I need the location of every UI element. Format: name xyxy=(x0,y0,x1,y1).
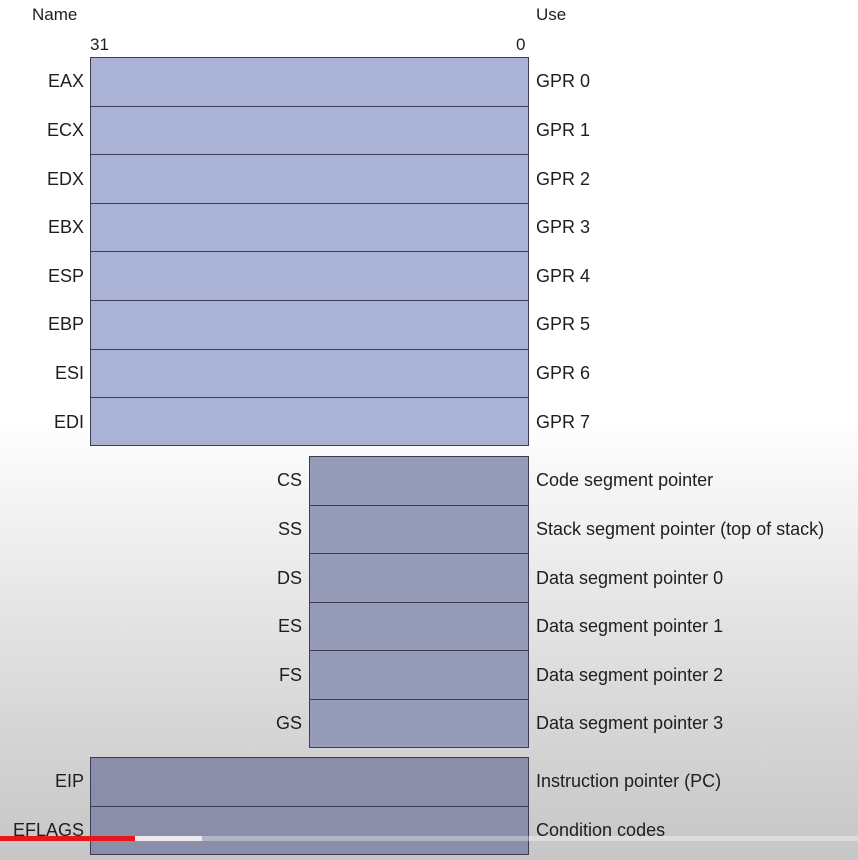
register-use-ebx: GPR 3 xyxy=(536,217,591,238)
register-cell-gs xyxy=(310,700,528,749)
register-use-fs: Data segment pointer 2 xyxy=(536,664,724,685)
bit-31-label: 31 xyxy=(90,35,109,54)
register-use-cs: Code segment pointer xyxy=(536,470,714,491)
video-progress-bar[interactable] xyxy=(0,836,858,841)
register-cell-edi xyxy=(91,398,528,447)
register-name-cs: CS xyxy=(276,470,302,491)
register-cell-eip xyxy=(91,758,528,807)
register-name-fs: FS xyxy=(278,664,302,685)
register-name-edi: EDI xyxy=(53,411,84,432)
register-use-eflags: Condition codes xyxy=(536,819,666,840)
general-purpose-register-block xyxy=(90,57,529,446)
segment-register-block xyxy=(309,456,529,748)
register-name-gs: GS xyxy=(275,713,302,734)
register-cell-esi xyxy=(91,350,528,399)
register-cell-esp xyxy=(91,252,528,301)
register-name-ecx: ECX xyxy=(46,119,84,140)
register-cell-ecx xyxy=(91,107,528,156)
register-use-gs: Data segment pointer 3 xyxy=(536,713,724,734)
register-cell-es xyxy=(310,603,528,652)
register-name-edx: EDX xyxy=(46,168,84,189)
name-column-header: Name xyxy=(32,5,78,24)
register-name-eax: EAX xyxy=(47,71,84,92)
register-use-esi: GPR 6 xyxy=(536,362,591,383)
register-name-esi: ESI xyxy=(54,362,84,383)
register-use-edi: GPR 7 xyxy=(536,411,591,432)
register-name-esp: ESP xyxy=(47,265,84,286)
register-use-edx: GPR 2 xyxy=(536,168,591,189)
register-name-ss: SS xyxy=(277,518,302,539)
register-cell-edx xyxy=(91,155,528,204)
use-column-header: Use xyxy=(536,5,567,24)
register-use-ecx: GPR 1 xyxy=(536,119,591,140)
register-use-ebp: GPR 5 xyxy=(536,314,591,335)
register-cell-ds xyxy=(310,554,528,603)
register-cell-ebx xyxy=(91,204,528,253)
register-name-ebx: EBX xyxy=(47,217,84,238)
register-use-ds: Data segment pointer 0 xyxy=(536,567,724,588)
register-cell-eax xyxy=(91,58,528,107)
register-use-ss: Stack segment pointer (top of stack) xyxy=(536,518,825,539)
register-name-eip: EIP xyxy=(54,771,84,792)
bit-0-label: 0 xyxy=(516,35,526,54)
register-cell-eflags xyxy=(91,807,528,856)
register-use-eip: Instruction pointer (PC) xyxy=(536,771,722,792)
register-name-eflags: EFLAGS xyxy=(12,819,84,840)
register-cell-ss xyxy=(310,506,528,555)
register-cell-ebp xyxy=(91,301,528,350)
video-played-bar xyxy=(0,836,135,841)
register-cell-cs xyxy=(310,457,528,506)
register-use-es: Data segment pointer 1 xyxy=(536,616,724,637)
register-name-es: ES xyxy=(277,616,302,637)
register-use-esp: GPR 4 xyxy=(536,265,591,286)
register-cell-fs xyxy=(310,651,528,700)
register-name-ds: DS xyxy=(276,567,302,588)
register-name-ebp: EBP xyxy=(47,314,84,335)
register-use-eax: GPR 0 xyxy=(536,71,591,92)
